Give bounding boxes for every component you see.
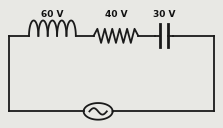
- Text: 30 V: 30 V: [153, 10, 175, 19]
- Text: 40 V: 40 V: [105, 10, 127, 19]
- Text: 60 V: 60 V: [41, 10, 64, 19]
